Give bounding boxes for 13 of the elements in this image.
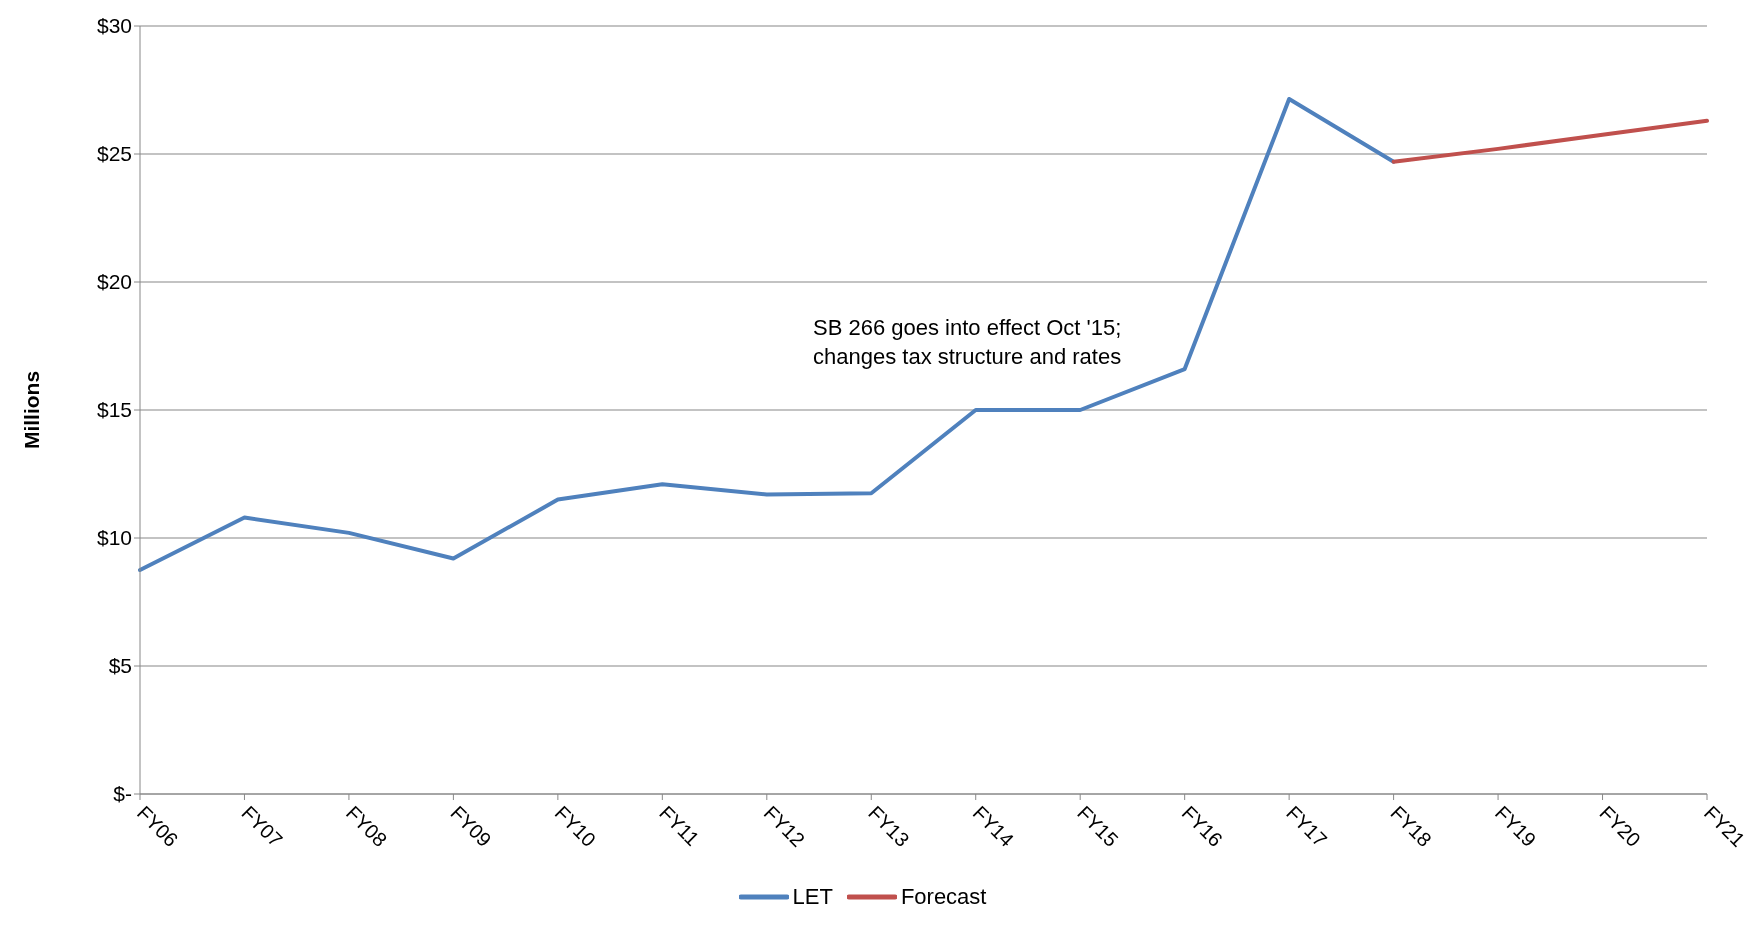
line-series bbox=[138, 96, 1396, 572]
y-tick-label: $5 bbox=[108, 654, 132, 678]
y-tick-label: $30 bbox=[96, 14, 132, 38]
legend-label: Forecast bbox=[900, 884, 987, 910]
annotation: SB 266 goes into effect Oct '15; changes tax structure and rates bbox=[813, 314, 1122, 371]
y-tick-label: $- bbox=[113, 782, 132, 806]
y-tick-label: $15 bbox=[96, 398, 132, 422]
y-tick-label: $10 bbox=[96, 526, 132, 550]
legend-label: LET bbox=[792, 884, 833, 910]
y-tick-label: $25 bbox=[96, 142, 132, 166]
y-axis-title: Millions bbox=[20, 370, 44, 450]
y-tick-label: $20 bbox=[96, 270, 132, 294]
line-series bbox=[1391, 118, 1709, 164]
